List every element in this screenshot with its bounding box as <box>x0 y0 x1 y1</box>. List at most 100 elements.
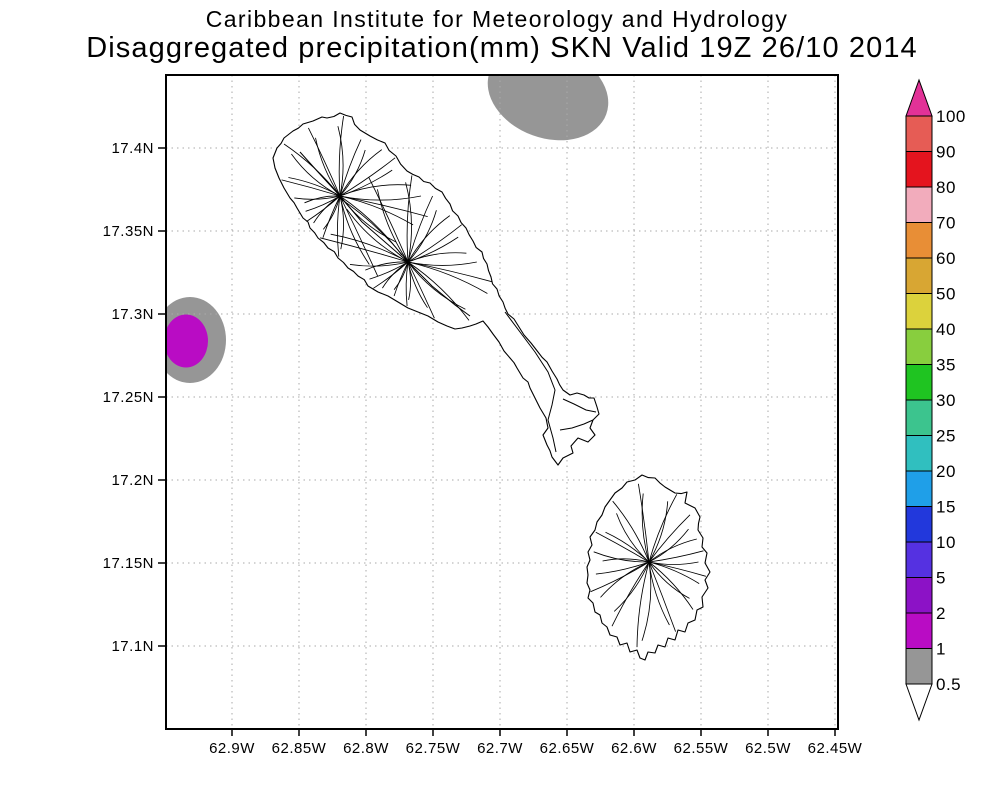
stream-line <box>304 195 341 204</box>
stream-line <box>322 195 341 230</box>
colorbar-tick-label: 80 <box>936 178 956 197</box>
colorbar-tick-label: 40 <box>936 320 956 339</box>
stream-line <box>339 195 414 226</box>
stream-line <box>368 177 409 263</box>
stream-line <box>407 261 435 319</box>
colorbar-over-arrow <box>905 78 933 117</box>
stream-line <box>407 261 411 300</box>
stream-line <box>294 195 341 200</box>
colorbar-segment <box>905 115 933 152</box>
y-tick-label: 17.1N <box>111 638 154 655</box>
precip-cell-west-magenta <box>166 314 208 368</box>
stream-line <box>322 195 341 238</box>
stream-line <box>406 175 413 263</box>
y-tick-label: 17.25N <box>103 389 154 406</box>
colorbar-segment <box>905 328 933 365</box>
stream-line <box>595 561 650 575</box>
stream-line <box>339 195 378 277</box>
stream-line <box>281 179 341 197</box>
colorbar-segment <box>905 577 933 614</box>
stream-line <box>612 500 650 563</box>
stream-line <box>405 182 412 263</box>
stream-line <box>407 252 467 263</box>
stream-line <box>407 224 462 263</box>
colorbar-segment <box>905 435 933 472</box>
colorbar-segment <box>905 648 933 685</box>
stream-line <box>365 261 409 271</box>
nevis-coastline <box>586 474 711 661</box>
colorbar-tick-label: 20 <box>936 462 956 481</box>
ridge-line <box>562 398 597 413</box>
y-tick-label: 17.2N <box>111 472 154 489</box>
stream-line <box>648 494 678 563</box>
colorbar-segment <box>905 293 933 330</box>
stream-line <box>593 551 650 563</box>
stream-line <box>407 261 470 321</box>
colorbar-tick-label: 30 <box>936 391 956 410</box>
stream-line <box>407 261 466 310</box>
stream-line <box>339 149 383 197</box>
x-tick-label: 62.8W <box>343 740 389 757</box>
colorbar-tick-label: 50 <box>936 285 956 304</box>
stream-line <box>648 561 694 610</box>
stream-line <box>315 137 341 197</box>
stream-line <box>349 261 409 267</box>
x-tick-label: 62.7W <box>477 740 523 757</box>
ridge-line <box>559 419 594 431</box>
stream-line <box>346 208 409 263</box>
stream-line <box>319 237 409 263</box>
x-tick-label: 62.5W <box>745 740 791 757</box>
x-tick-label: 62.45W <box>808 740 863 757</box>
x-tick-label: 62.6W <box>611 740 657 757</box>
stream-line <box>393 261 409 290</box>
stream-line <box>636 561 650 648</box>
colorbar-segment <box>905 541 933 578</box>
colorbar-segment <box>905 257 933 294</box>
colorbar-tick-label: 35 <box>936 356 956 375</box>
axis-ticks-and-labels: 62.9W 62.85W 62.8W 62.75W 62.7W 62.65W 62.6W 62… <box>103 140 863 757</box>
stream-line <box>616 513 650 563</box>
stream-line <box>611 561 650 627</box>
stream-line <box>637 483 650 563</box>
colorbar-under-arrow <box>905 683 933 722</box>
colorbar-tick-label: 70 <box>936 214 956 233</box>
x-tick-label: 62.75W <box>406 740 461 757</box>
colorbar-segment <box>905 222 933 259</box>
stream-line <box>308 127 341 197</box>
gridlines <box>166 75 838 729</box>
stream-line <box>648 561 690 599</box>
map-frame <box>165 74 839 730</box>
colorbar-tick-label: 90 <box>936 143 956 162</box>
stream-line <box>405 261 409 306</box>
stream-line <box>648 501 669 563</box>
institution-title: Caribbean Institute for Meteorology and … <box>206 6 789 32</box>
colorbar-segment <box>905 470 933 507</box>
colorbar-segment <box>905 186 933 223</box>
precip-shaded-cells <box>166 75 609 383</box>
stream-line <box>306 195 341 222</box>
ridge-line <box>504 311 557 453</box>
stream-line <box>407 261 488 294</box>
colorbar-segment <box>905 399 933 436</box>
y-tick-label: 17.15N <box>103 555 154 572</box>
x-tick-label: 62.55W <box>674 740 729 757</box>
product-title: Disaggregated precipitation(mm) SKN Vali… <box>86 32 918 64</box>
precip-cell-north-gray <box>487 75 609 141</box>
stream-line <box>595 531 650 563</box>
colorbar-segment <box>905 364 933 401</box>
y-tick-label: 17.3N <box>111 306 154 323</box>
stream-line <box>648 550 704 563</box>
drainage-network <box>281 115 707 648</box>
colorbar-tick-label: 2 <box>936 604 946 623</box>
colorbar-tick-label: 60 <box>936 249 956 268</box>
stream-line <box>648 514 691 563</box>
stream-line <box>641 493 650 563</box>
colorbar-tick-label: 15 <box>936 498 956 517</box>
colorbar-tick-label: 25 <box>936 427 956 446</box>
x-tick-label: 62.9W <box>209 740 255 757</box>
stream-line <box>648 561 700 584</box>
stream-line <box>641 561 652 641</box>
stream-line <box>407 215 451 263</box>
stream-line <box>393 261 409 297</box>
